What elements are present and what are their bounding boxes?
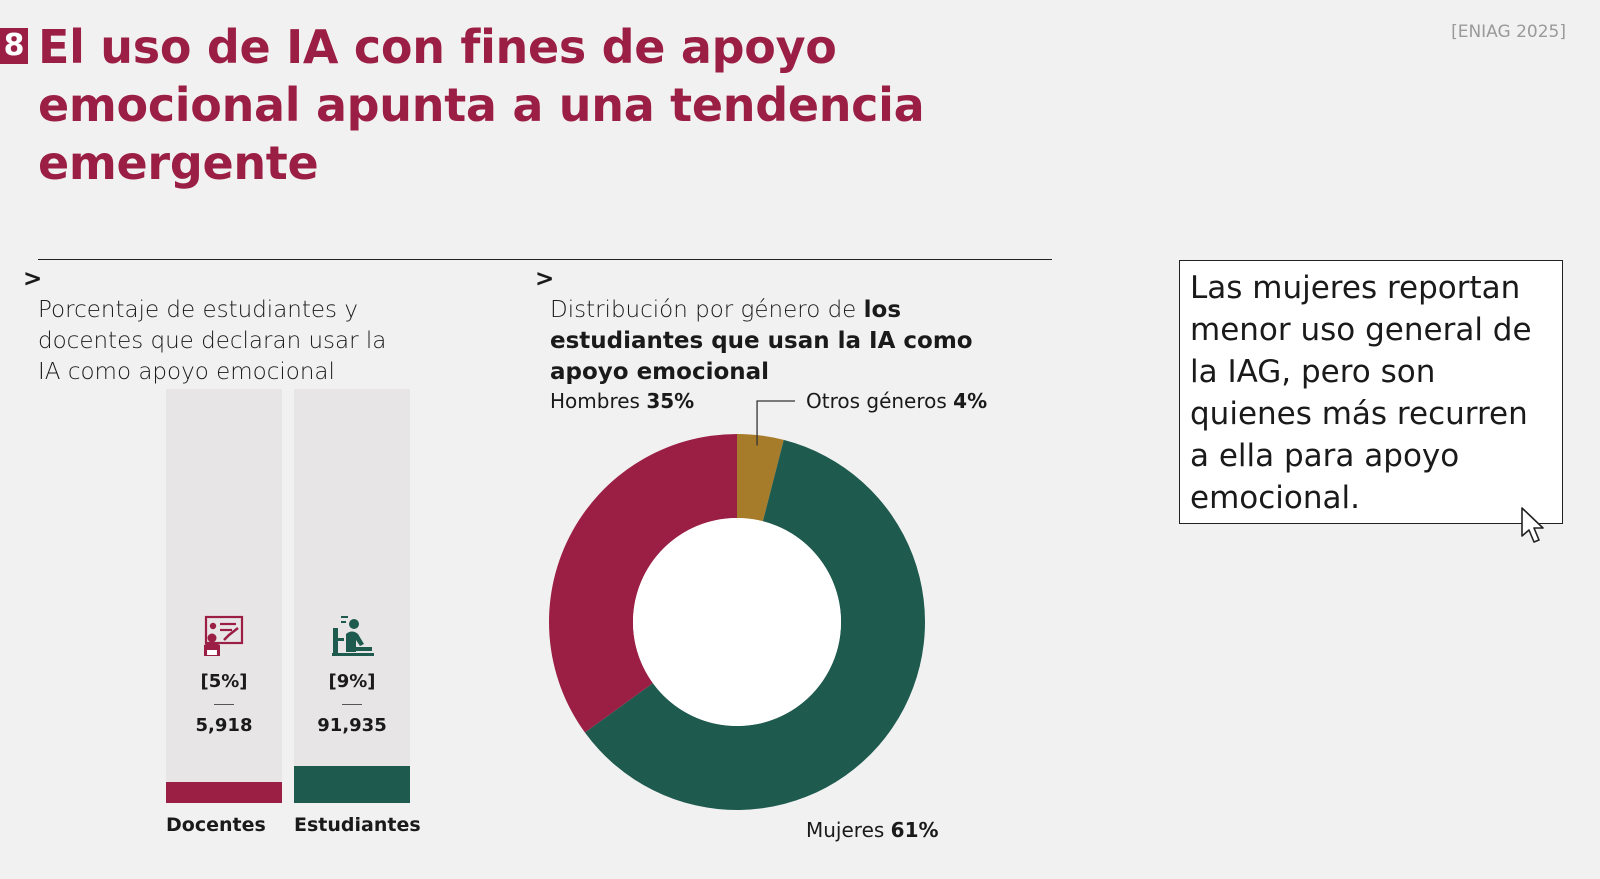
mouse-cursor-icon bbox=[1521, 507, 1544, 543]
source-label: [ENIAG 2025] bbox=[1451, 22, 1566, 42]
bar-estudiantes bbox=[294, 765, 410, 803]
page-title: El uso de IA con fines de apoyo emociona… bbox=[38, 20, 925, 190]
bar-category-label-docentes: Docentes bbox=[166, 814, 266, 836]
donut-leader-line bbox=[756, 400, 795, 446]
bar-category-label-estudiantes: Estudiantes bbox=[294, 814, 421, 836]
bar-value-label-estudiantes: [9%] bbox=[328, 671, 376, 692]
right-chart-subtitle: > Distribución por género de los estudian… bbox=[535, 264, 1020, 388]
right-chart-subtitle-normal: Distribución por género de bbox=[550, 297, 864, 323]
donut-label-otros: Otros géneros 4% bbox=[806, 389, 988, 413]
section-divider bbox=[38, 259, 1052, 260]
student-icon bbox=[330, 614, 374, 658]
donut-slice-otros bbox=[737, 434, 784, 522]
left-chart-subtitle: > Porcentaje de estudiantes y docentes qu… bbox=[23, 264, 478, 388]
right-chart-subtitle-bold: los estudiantes que usan la IA como apoy… bbox=[550, 297, 973, 385]
donut-label-mujeres: Mujeres 61% bbox=[806, 818, 939, 842]
bar-count-label-estudiantes: 91,935 bbox=[317, 715, 387, 736]
left-chart-subtitle-text: Porcentaje de estudiantes y docentes que… bbox=[38, 297, 387, 385]
donut-label-hombres: Hombres 35% bbox=[550, 389, 695, 413]
bar-background-docentes bbox=[166, 389, 282, 803]
bar-docentes bbox=[166, 782, 282, 803]
bar-value-label-docentes: [5%] bbox=[200, 671, 248, 692]
donut-hole bbox=[633, 518, 841, 726]
bar-separator-docentes bbox=[214, 704, 234, 705]
chevron-right-icon: > bbox=[535, 266, 555, 292]
donut-slice-mujeres bbox=[584, 439, 925, 810]
slide-number: 8 bbox=[0, 28, 28, 64]
bar-count-label-docentes: 5,918 bbox=[195, 715, 253, 736]
teacher-icon bbox=[202, 614, 246, 658]
bar-separator-estudiantes bbox=[342, 704, 362, 705]
insight-callout: Las mujeres reportan menor uso general d… bbox=[1179, 260, 1563, 524]
bar-background-estudiantes bbox=[294, 389, 410, 803]
chevron-right-icon: > bbox=[23, 266, 43, 292]
donut-slice-hombres bbox=[549, 434, 737, 733]
